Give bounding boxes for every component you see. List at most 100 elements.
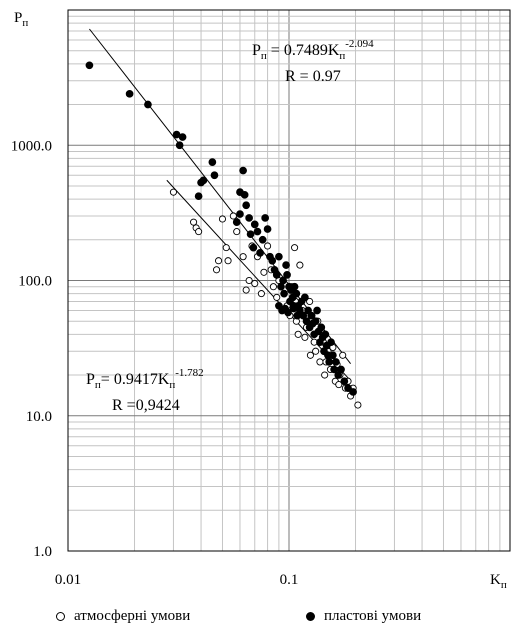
data-point-pluster xyxy=(344,384,352,392)
data-point-atmosphere xyxy=(260,268,268,276)
data-points xyxy=(85,61,362,409)
data-point-atmosphere xyxy=(301,333,309,341)
data-point-pluster xyxy=(232,218,241,227)
data-point-pluster xyxy=(240,190,249,199)
data-point-pluster xyxy=(194,192,203,201)
data-point-atmosphere xyxy=(233,228,241,236)
legend-item-atmosphere: атмосферні умови xyxy=(56,608,190,625)
legend-item-pluster: пластові умови xyxy=(306,608,421,625)
data-point-atmosphere xyxy=(296,261,304,269)
data-point-pluster xyxy=(253,227,262,236)
data-point-pluster xyxy=(325,358,334,366)
data-point-atmosphere xyxy=(354,401,362,409)
data-point-atmosphere xyxy=(291,244,299,252)
data-point-pluster xyxy=(293,311,302,320)
y-tick-label: 1.0 xyxy=(33,544,52,560)
open-circle-icon xyxy=(56,612,65,621)
data-point-pluster xyxy=(340,377,349,386)
equation-atmosphere: Pп= 0.9417Kп-1.782 xyxy=(86,367,204,391)
data-point-atmosphere xyxy=(269,283,277,291)
y-axis-label: Pп xyxy=(14,10,28,29)
data-point-atmosphere xyxy=(316,358,324,366)
r-value-atmosphere: R =0,9424 xyxy=(112,397,180,414)
data-point-pluster xyxy=(283,271,291,279)
trend-line-atmosphere xyxy=(166,179,351,382)
y-tick-label: 10.0 xyxy=(26,409,52,425)
data-point-pluster xyxy=(289,304,298,313)
legend-label-atmosphere: атмосферні умови xyxy=(74,608,191,624)
data-point-atmosphere xyxy=(245,276,253,285)
data-point-atmosphere xyxy=(335,381,343,389)
data-point-pluster xyxy=(301,293,309,302)
data-point-atmosphere xyxy=(195,228,203,236)
data-point-atmosphere xyxy=(321,371,329,379)
data-point-pluster xyxy=(268,256,277,265)
data-point-pluster xyxy=(245,214,253,222)
equation-pluster: Pп = 0.7489Kп-2.094 xyxy=(252,38,374,62)
data-point-atmosphere xyxy=(339,351,347,359)
data-point-pluster xyxy=(329,351,337,360)
filled-circle-icon xyxy=(306,612,315,621)
data-point-atmosphere xyxy=(222,244,230,252)
data-point-pluster xyxy=(246,230,255,239)
data-point-pluster xyxy=(280,289,288,298)
data-point-atmosphere xyxy=(242,286,250,294)
y-tick-label: 100.0 xyxy=(18,274,52,290)
data-point-pluster xyxy=(279,276,287,285)
tick-labels: 0.01 0.1 1.0 10.0 100.0 1000.0 xyxy=(11,138,299,588)
data-point-pluster xyxy=(349,388,357,396)
x-tick-label: 0.01 xyxy=(55,572,81,588)
data-point-pluster xyxy=(250,220,259,229)
y-tick-label: 1000.0 xyxy=(11,138,52,154)
data-point-pluster xyxy=(321,330,330,339)
data-point-atmosphere xyxy=(169,188,177,196)
data-point-pluster xyxy=(256,249,264,257)
data-point-pluster xyxy=(175,141,184,150)
data-point-pluster xyxy=(307,311,316,320)
data-point-pluster xyxy=(258,235,267,244)
data-point-pluster xyxy=(332,358,340,366)
data-point-pluster xyxy=(275,252,283,261)
legend-label-pluster: пластові умови xyxy=(324,608,422,624)
data-point-pluster xyxy=(210,171,219,180)
data-point-pluster xyxy=(242,201,251,210)
data-point-pluster xyxy=(261,214,270,222)
plot-frame xyxy=(67,9,511,552)
data-point-pluster xyxy=(292,289,301,298)
data-point-pluster xyxy=(290,282,299,291)
data-point-pluster xyxy=(144,100,152,109)
grid-lines xyxy=(68,10,510,551)
data-point-atmosphere xyxy=(239,253,247,261)
legend: атмосферні умови пластові умови xyxy=(0,608,523,632)
data-point-pluster xyxy=(178,133,187,141)
data-point-pluster xyxy=(85,61,94,70)
data-point-atmosphere xyxy=(212,266,221,274)
data-point-pluster xyxy=(263,225,272,233)
x-axis-label: Kп xyxy=(490,572,507,591)
data-point-pluster xyxy=(337,365,345,374)
data-point-atmosphere xyxy=(264,242,272,250)
chart: 0.01 0.1 1.0 10.0 100.0 1000.0 Pп Kп Pп = 0.7… xyxy=(11,9,511,591)
data-point-pluster xyxy=(236,210,244,218)
data-point-pluster xyxy=(313,306,321,315)
data-point-atmosphere xyxy=(224,257,232,265)
data-point-atmosphere xyxy=(306,351,314,359)
data-point-atmosphere xyxy=(273,293,281,301)
data-point-atmosphere xyxy=(218,215,227,223)
data-point-pluster xyxy=(327,338,335,347)
data-point-pluster xyxy=(249,243,258,252)
data-point-atmosphere xyxy=(215,257,223,265)
data-point-atmosphere xyxy=(251,279,259,288)
x-tick-label: 0.1 xyxy=(280,572,299,588)
data-point-pluster xyxy=(282,261,290,269)
data-point-pluster xyxy=(317,323,326,332)
data-point-atmosphere xyxy=(257,290,265,298)
data-point-atmosphere xyxy=(312,347,320,355)
data-point-atmosphere xyxy=(294,330,302,338)
data-point-pluster xyxy=(272,271,281,279)
data-point-pluster xyxy=(125,89,134,98)
data-point-pluster xyxy=(284,308,292,317)
data-point-atmosphere xyxy=(306,297,314,306)
data-point-atmosphere xyxy=(229,212,237,220)
data-point-pluster xyxy=(239,166,247,175)
